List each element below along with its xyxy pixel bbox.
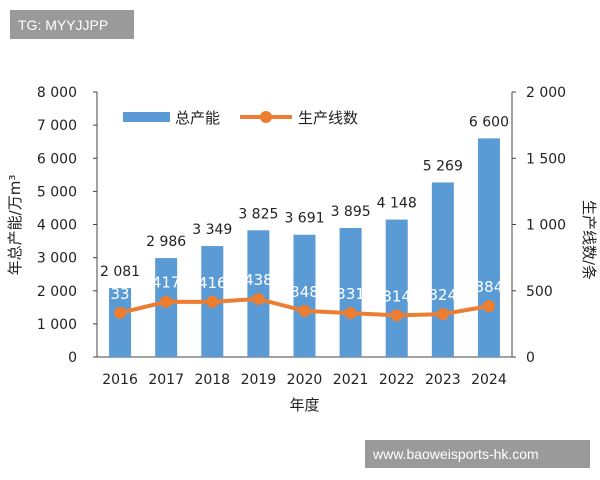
- left-tick-label: 2 000: [37, 284, 77, 300]
- line-label: 324: [429, 286, 458, 304]
- legend-bar-label: 总产能: [175, 109, 220, 127]
- legend-bar-swatch: [123, 112, 170, 122]
- line-point-2018: [206, 295, 219, 308]
- x-tick-label: 2021: [333, 372, 369, 388]
- bar-2016: [109, 288, 132, 357]
- line-point-2020: [298, 304, 311, 317]
- x-tick-label: 2022: [379, 372, 415, 388]
- line-label: 417: [152, 274, 181, 292]
- left-tick-label: 0: [68, 350, 77, 366]
- line-label: 348: [290, 283, 319, 301]
- line-label: 438: [244, 271, 273, 289]
- bar-2020: [293, 234, 316, 357]
- bar-label: 6 600: [469, 114, 509, 130]
- left-tick-label: 3 000: [37, 251, 77, 267]
- legend-line-marker: [260, 111, 272, 123]
- line-label: 33: [111, 285, 130, 303]
- bar-2021: [339, 227, 362, 357]
- bar-label: 4 148: [377, 196, 417, 212]
- x-axis-title: 年度: [289, 396, 319, 414]
- line-label: 416: [198, 274, 227, 292]
- bar-2023: [431, 182, 454, 357]
- left-tick-label: 5 000: [37, 184, 77, 200]
- bar-2022: [385, 219, 408, 357]
- bar-label: 5 269: [423, 158, 463, 174]
- right-tick-label: 1 000: [526, 218, 566, 234]
- x-tick-label: 2020: [287, 372, 323, 388]
- left-tick-label: 8 000: [37, 85, 77, 101]
- right-axis-title: 生产线数/条: [580, 200, 598, 280]
- line-point-2023: [436, 308, 449, 321]
- bar-label: 3 895: [331, 204, 371, 220]
- x-tick-label: 2019: [241, 372, 277, 388]
- bar-label: 3 691: [284, 211, 324, 227]
- legend-line-label: 生产线数: [298, 109, 358, 127]
- watermark-top: TG: MYYJJPP: [10, 10, 134, 39]
- x-tick-label: 2017: [148, 372, 184, 388]
- line-point-2021: [344, 307, 357, 320]
- x-tick-label: 2023: [425, 372, 461, 388]
- bar-2024: [477, 138, 500, 357]
- right-tick-label: 500: [526, 284, 553, 300]
- line-label: 314: [382, 287, 411, 305]
- x-tick-label: 2018: [194, 372, 230, 388]
- left-tick-label: 4 000: [37, 218, 77, 234]
- bar-label: 2 986: [146, 234, 186, 250]
- x-tick-label: 2016: [102, 372, 138, 388]
- line-point-2019: [252, 292, 265, 305]
- left-axis-title: 年总产能/万m³: [6, 175, 24, 276]
- right-tick-label: 0: [526, 350, 535, 366]
- bar-label: 3 349: [192, 222, 232, 238]
- line-point-2017: [160, 295, 173, 308]
- x-tick-label: 2024: [471, 372, 507, 388]
- watermark-bottom: www.baoweisports-hk.com: [365, 440, 590, 468]
- right-tick-label: 2 000: [526, 85, 566, 101]
- left-tick-label: 6 000: [37, 151, 77, 167]
- line-point-2022: [390, 309, 403, 322]
- line-label: 384: [475, 278, 504, 296]
- line-point-2016: [114, 306, 127, 319]
- left-tick-label: 7 000: [37, 118, 77, 134]
- left-tick-label: 1 000: [37, 317, 77, 333]
- right-tick-label: 1 500: [526, 151, 566, 167]
- bar-label: 3 825: [238, 206, 278, 222]
- line-point-2024: [482, 300, 495, 313]
- line-label: 331: [336, 285, 365, 303]
- bar-label: 2 081: [100, 264, 140, 280]
